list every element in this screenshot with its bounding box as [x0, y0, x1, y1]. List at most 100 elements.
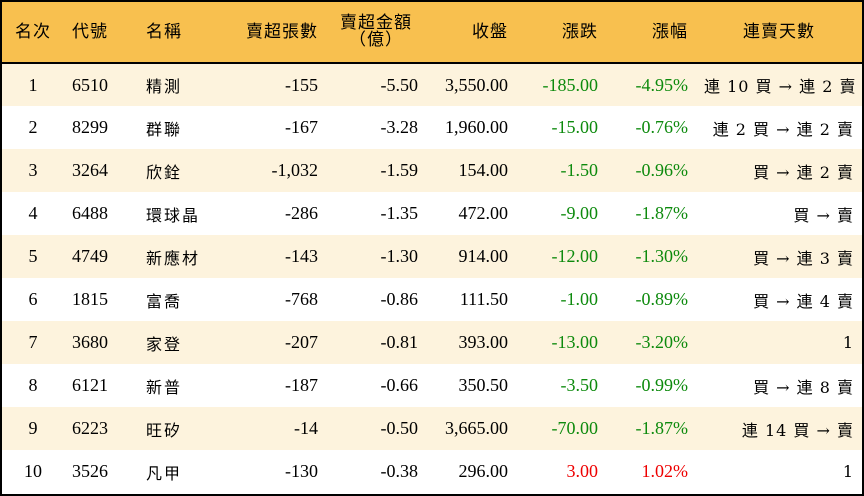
stock-name-cell[interactable]: 新普	[146, 377, 183, 397]
close-price-cell: 472.00	[458, 203, 509, 223]
net-sell-lots-cell: -286	[285, 203, 318, 223]
price-change-pct-cell: -0.99%	[635, 375, 689, 395]
table-row[interactable]: 9 6223 旺矽 -14 -0.50 3,665.00 -70.00 -1.8…	[2, 407, 862, 450]
streak-cell: 1	[842, 333, 854, 352]
table-row[interactable]: 4 6488 環球晶 -286 -1.35 472.00 -9.00 -1.87…	[2, 192, 862, 235]
streak-cell: 買 → 賣	[793, 205, 854, 225]
stock-code-cell[interactable]: 4749	[72, 246, 108, 266]
table-row[interactable]: 10 3526 凡甲 -130 -0.38 296.00 3.00 1.02% …	[2, 450, 862, 493]
net-sell-lots-cell: -143	[285, 246, 318, 266]
stock-code-cell[interactable]: 3264	[72, 160, 108, 180]
streak-cell: 連 14 買 → 賣	[741, 420, 854, 440]
price-change-cell: -185.00	[542, 74, 599, 95]
price-change-cell: 3.00	[566, 461, 599, 481]
stock-name-cell[interactable]: 環球晶	[146, 205, 201, 225]
net-sell-lots-cell: -768	[285, 289, 318, 309]
net-sell-amount-cell: -1.30	[380, 246, 419, 266]
header-net-sell-amount-unit: （億）	[349, 30, 403, 50]
stock-code-cell[interactable]: 6510	[72, 74, 108, 95]
table-row[interactable]: 3 3264 欣銓 -1,032 -1.59 154.00 -1.50 -0.9…	[2, 149, 862, 192]
price-change-cell: -1.50	[560, 160, 599, 180]
header-close[interactable]: 收盤	[426, 2, 516, 64]
price-change-cell: -1.00	[560, 289, 599, 309]
rank-cell: 2	[28, 117, 38, 137]
net-sell-lots-cell: -1,032	[271, 160, 319, 180]
table-row[interactable]: 7 3680 家登 -207 -0.81 393.00 -13.00 -3.20…	[2, 321, 862, 364]
price-change-cell: -3.50	[560, 375, 599, 395]
streak-cell: 買 → 連 4 賣	[753, 291, 854, 311]
header-net-sell-lots[interactable]: 賣超張數	[226, 2, 326, 64]
net-sell-amount-cell: -3.28	[380, 117, 419, 137]
streak-cell: 買 → 連 2 賣	[753, 162, 854, 182]
price-change-cell: -15.00	[551, 117, 599, 137]
stock-name-cell[interactable]: 群聯	[146, 119, 183, 139]
stock-name-cell[interactable]: 新應材	[146, 248, 201, 268]
stock-name-cell[interactable]: 旺矽	[146, 420, 183, 440]
price-change-cell: -12.00	[551, 246, 599, 266]
price-change-cell: -9.00	[560, 203, 599, 223]
streak-cell: 買 → 連 8 賣	[753, 377, 854, 397]
stock-name-cell[interactable]: 欣銓	[146, 162, 183, 182]
price-change-pct-cell: -1.30%	[635, 246, 689, 266]
price-change-pct-cell: -1.87%	[635, 203, 689, 223]
stock-name-cell[interactable]: 凡甲	[146, 463, 183, 483]
streak-cell: 1	[842, 462, 854, 481]
net-sell-amount-cell: -0.38	[380, 461, 419, 481]
header-net-sell-amount[interactable]: 賣超金額 （億）	[326, 2, 426, 64]
rank-cell: 4	[28, 203, 38, 223]
stock-name-cell[interactable]: 富喬	[146, 291, 183, 311]
streak-cell: 連 2 買 → 連 2 賣	[712, 119, 854, 139]
stock-code-cell[interactable]: 8299	[72, 117, 108, 137]
stock-code-cell[interactable]: 1815	[72, 289, 108, 309]
header-change-pct[interactable]: 漲幅	[606, 2, 696, 64]
header-streak[interactable]: 連賣天數	[696, 2, 862, 64]
header-row: 名次 代號 名稱 賣超張數 賣超金額 （億） 收盤 漲跌 漲幅 連賣天數	[2, 2, 862, 64]
table-row[interactable]: 2 8299 群聯 -167 -3.28 1,960.00 -15.00 -0.…	[2, 106, 862, 149]
price-change-pct-cell: -4.95%	[635, 74, 689, 95]
table-row[interactable]: 1 6510 精測 -155 -5.50 3,550.00 -185.00 -4…	[2, 63, 862, 106]
table-row[interactable]: 8 6121 新普 -187 -0.66 350.50 -3.50 -0.99%…	[2, 364, 862, 407]
net-sell-amount-cell: -0.50	[380, 418, 419, 438]
header-change[interactable]: 漲跌	[516, 2, 606, 64]
net-sell-amount-cell: -5.50	[380, 74, 419, 95]
close-price-cell: 154.00	[458, 160, 509, 180]
net-sell-lots-cell: -187	[285, 375, 318, 395]
rank-cell: 8	[28, 375, 38, 395]
header-code[interactable]: 代號	[64, 2, 134, 64]
table-body: 1 6510 精測 -155 -5.50 3,550.00 -185.00 -4…	[2, 63, 862, 493]
net-sell-lots-cell: -207	[285, 332, 318, 352]
net-sell-lots-cell: -167	[285, 117, 318, 137]
rank-cell: 6	[28, 289, 38, 309]
rank-cell: 1	[28, 74, 38, 95]
net-sell-amount-cell: -0.81	[380, 332, 419, 352]
price-change-pct-cell: -1.87%	[635, 418, 689, 438]
header-name[interactable]: 名稱	[134, 2, 226, 64]
stock-code-cell[interactable]: 6223	[72, 418, 108, 438]
price-change-pct-cell: -0.76%	[635, 117, 689, 137]
stock-name-cell[interactable]: 精測	[146, 77, 183, 96]
streak-cell: 連 10 買 → 連 2 賣	[704, 77, 857, 96]
stock-code-cell[interactable]: 3680	[72, 332, 108, 352]
table-row[interactable]: 6 1815 富喬 -768 -0.86 111.50 -1.00 -0.89%…	[2, 278, 862, 321]
stock-code-cell[interactable]: 6488	[72, 203, 108, 223]
stock-code-cell[interactable]: 3526	[72, 461, 108, 481]
stock-code-cell[interactable]: 6121	[72, 375, 108, 395]
stock-name-cell[interactable]: 家登	[146, 334, 183, 354]
price-change-cell: -13.00	[551, 332, 599, 352]
price-change-pct-cell: 1.02%	[641, 461, 689, 481]
net-sell-lots-cell: -130	[285, 461, 318, 481]
net-sell-amount-cell: -1.35	[380, 203, 419, 223]
header-rank[interactable]: 名次	[2, 2, 64, 64]
rank-cell: 3	[28, 160, 38, 180]
close-price-cell: 350.50	[458, 375, 509, 395]
header-net-sell-amount-label: 賣超金額	[340, 13, 412, 33]
close-price-cell: 393.00	[458, 332, 509, 352]
net-sell-lots-cell: -155	[285, 74, 318, 95]
price-change-cell: -70.00	[551, 418, 599, 438]
rank-cell: 5	[28, 246, 38, 266]
price-change-pct-cell: -3.20%	[635, 332, 689, 352]
table-row[interactable]: 5 4749 新應材 -143 -1.30 914.00 -12.00 -1.3…	[2, 235, 862, 278]
price-change-pct-cell: -0.89%	[635, 289, 689, 309]
